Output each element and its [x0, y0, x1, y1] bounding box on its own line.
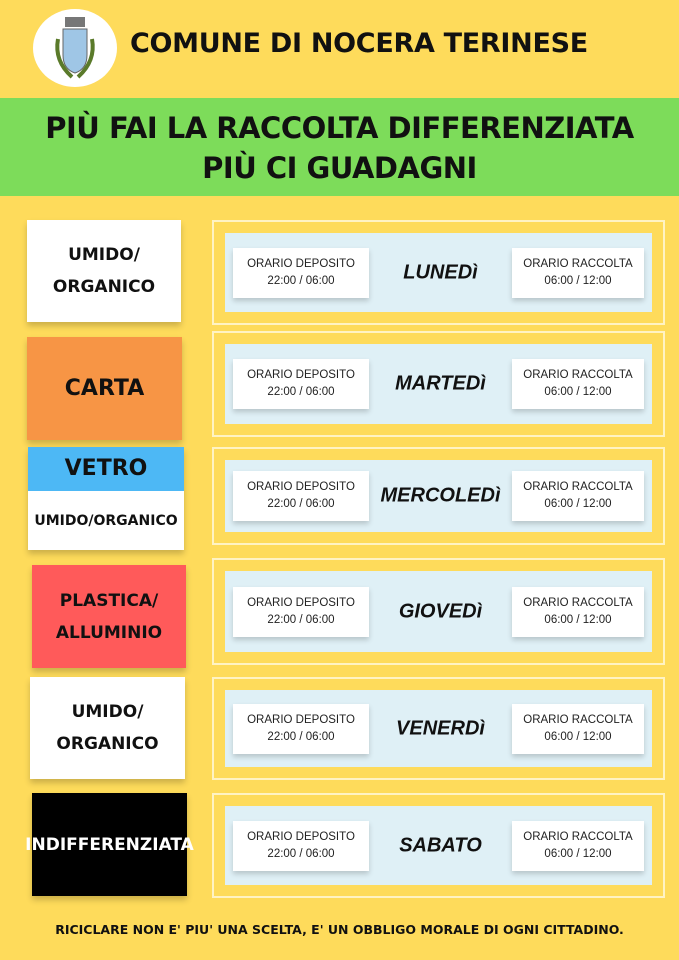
deposit-time-box: ORARIO DEPOSITO 22:00 / 06:00 — [233, 471, 369, 521]
schedule-row: ORARIO DEPOSITO 22:00 / 06:00 VENERDì OR… — [212, 677, 665, 780]
deposit-label: ORARIO DEPOSITO — [247, 481, 355, 493]
waste-category-label: PLASTICA/ ALLUMINIO — [32, 565, 186, 668]
collection-label: ORARIO RACCOLTA — [523, 257, 633, 270]
waste-category: UMIDO/ ORGANICO — [30, 677, 185, 779]
collection-time: 06:00 / 12:00 — [544, 386, 612, 398]
waste-category-label: INDIFFERENZIATA — [25, 793, 194, 896]
deposit-label: ORARIO DEPOSITO — [247, 830, 355, 843]
collection-day: VENERDì — [396, 717, 485, 739]
collection-day: SABATO — [399, 834, 482, 856]
schedule-panel: ORARIO DEPOSITO 22:00 / 06:00 LUNEDì ORA… — [225, 233, 652, 312]
schedule-row: ORARIO DEPOSITO 22:00 / 06:00 SABATO ORA… — [212, 793, 665, 898]
deposit-label: ORARIO DEPOSITO — [247, 369, 355, 381]
schedule-row: ORARIO DEPOSITO 22:00 / 06:00 LUNEDì ORA… — [212, 220, 665, 325]
slogan-line-1: PIÙ FAI LA RACCOLTA DIFFERENZIATA — [45, 111, 634, 145]
collection-day: MARTEDì — [395, 372, 486, 395]
waste-category-label: UMIDO/ ORGANICO — [27, 220, 181, 322]
collection-time: 06:00 / 12:00 — [544, 613, 612, 626]
schedule-panel: ORARIO DEPOSITO 22:00 / 06:00 MARTEDì OR… — [225, 344, 652, 424]
schedule-row: ORARIO DEPOSITO 22:00 / 06:00 MARTEDì OR… — [212, 331, 665, 437]
slogan-line-2: PIÙ CI GUADAGNI — [202, 151, 477, 185]
collection-time: 06:00 / 12:00 — [544, 730, 612, 743]
collection-label: ORARIO RACCOLTA — [523, 596, 633, 609]
footer-message: RICICLARE NON E' PIU' UNA SCELTA, E' UN … — [55, 922, 624, 937]
waste-category: PLASTICA/ ALLUMINIO — [32, 565, 186, 668]
collection-label: ORARIO RACCOLTA — [523, 369, 633, 381]
collection-time-box: ORARIO RACCOLTA 06:00 / 12:00 — [512, 703, 644, 754]
deposit-time: 22:00 / 06:00 — [267, 730, 335, 743]
deposit-time-box: ORARIO DEPOSITO 22:00 / 06:00 — [233, 820, 369, 871]
schedule-row: ORARIO DEPOSITO 22:00 / 06:00 GIOVEDì OR… — [212, 558, 665, 665]
collection-time-box: ORARIO RACCOLTA 06:00 / 12:00 — [512, 820, 644, 871]
deposit-time: 22:00 / 06:00 — [267, 386, 335, 398]
deposit-time-box: ORARIO DEPOSITO 22:00 / 06:00 — [233, 586, 369, 637]
deposit-label: ORARIO DEPOSITO — [247, 257, 355, 270]
deposit-time-box: ORARIO DEPOSITO 22:00 / 06:00 — [233, 703, 369, 754]
collection-time: 06:00 / 12:00 — [544, 498, 612, 510]
deposit-time-box: ORARIO DEPOSITO 22:00 / 06:00 — [233, 359, 369, 409]
collection-time: 06:00 / 12:00 — [544, 274, 612, 287]
deposit-time: 22:00 / 06:00 — [267, 847, 335, 860]
waste-category-label: UMIDO/ORGANICO — [28, 491, 184, 550]
collection-time-box: ORARIO RACCOLTA 06:00 / 12:00 — [512, 586, 644, 637]
collection-time-box: ORARIO RACCOLTA 06:00 / 12:00 — [512, 359, 644, 409]
collection-label: ORARIO RACCOLTA — [523, 481, 633, 493]
municipality-title: COMUNE DI NOCERA TERINESE — [130, 28, 588, 59]
waste-category-label: UMIDO/ ORGANICO — [30, 677, 185, 779]
deposit-time: 22:00 / 06:00 — [267, 274, 335, 287]
schedule-panel: ORARIO DEPOSITO 22:00 / 06:00 GIOVEDì OR… — [225, 571, 652, 652]
coat-of-arms-logo — [33, 9, 117, 87]
collection-time-box: ORARIO RACCOLTA 06:00 / 12:00 — [512, 247, 644, 298]
waste-category: INDIFFERENZIATA — [25, 793, 194, 896]
collection-day: MERCOLEDì — [380, 484, 501, 507]
collection-day: GIOVEDì — [398, 600, 483, 622]
waste-category: VETRO UMIDO/ORGANICO — [28, 447, 184, 550]
collection-label: ORARIO RACCOLTA — [523, 713, 633, 726]
collection-time-box: ORARIO RACCOLTA 06:00 / 12:00 — [512, 471, 644, 521]
coat-of-arms-icon — [55, 17, 95, 79]
waste-category: UMIDO/ ORGANICO — [27, 220, 181, 322]
schedule-panel: ORARIO DEPOSITO 22:00 / 06:00 SABATO ORA… — [225, 806, 652, 885]
deposit-time-box: ORARIO DEPOSITO 22:00 / 06:00 — [233, 247, 369, 298]
waste-category: CARTA — [27, 337, 182, 440]
deposit-time: 22:00 / 06:00 — [267, 498, 335, 510]
slogan-banner: PIÙ FAI LA RACCOLTA DIFFERENZIATA PIÙ CI… — [0, 98, 679, 196]
schedule-panel: ORARIO DEPOSITO 22:00 / 06:00 VENERDì OR… — [225, 690, 652, 767]
deposit-time: 22:00 / 06:00 — [267, 613, 335, 626]
waste-category-label: VETRO — [28, 447, 184, 491]
collection-day: LUNEDì — [403, 261, 478, 283]
schedule-row: ORARIO DEPOSITO 22:00 / 06:00 MERCOLEDì … — [212, 447, 665, 545]
deposit-label: ORARIO DEPOSITO — [247, 596, 355, 609]
waste-category-label: CARTA — [27, 337, 182, 440]
collection-label: ORARIO RACCOLTA — [523, 830, 633, 843]
schedule-panel: ORARIO DEPOSITO 22:00 / 06:00 MERCOLEDì … — [225, 460, 652, 532]
collection-time: 06:00 / 12:00 — [544, 847, 612, 860]
deposit-label: ORARIO DEPOSITO — [247, 713, 355, 726]
